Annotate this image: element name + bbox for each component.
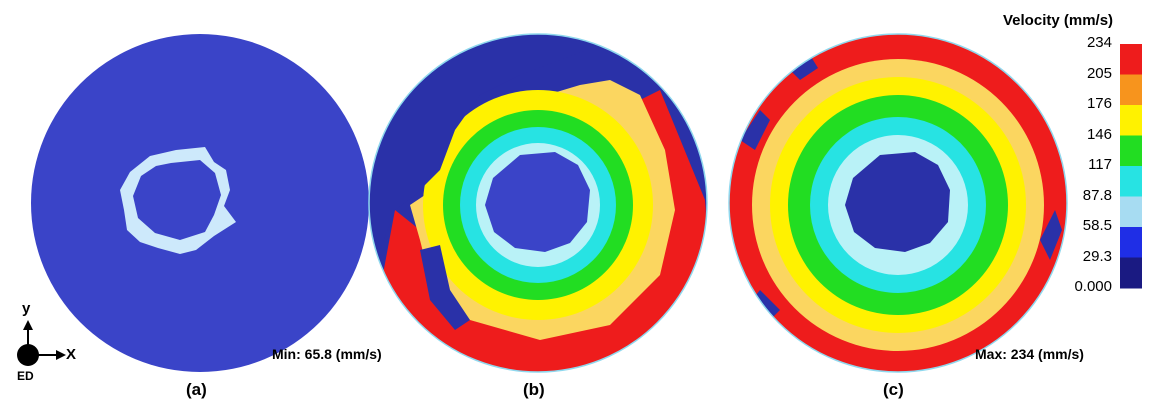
legend-swatch [1120,196,1142,228]
panel-b-left-low-region [369,34,600,250]
panel-a-label: (a) [186,380,207,399]
legend-colorbar [1120,44,1142,289]
panel-a-min-stat: Min: 65.8 (mm/s) [272,346,382,362]
legend-tick-label: 29.3 [1082,247,1112,265]
legend-tick-label: 234 [1086,34,1112,51]
panel-b-outline [368,33,708,373]
panel-c-outline [728,33,1068,373]
coordinate-triad [17,320,66,366]
legend-swatch [1120,227,1142,258]
legend-tick-label: 0.000 [1074,278,1112,295]
legend-title: Velocity (mm/s) [1003,12,1114,29]
legend-tick-label: 176 [1086,95,1112,112]
legend-tick-label: 205 [1086,64,1112,82]
legend-swatch [1120,44,1142,75]
origin-dot [17,344,39,366]
panel-b-disc [369,34,707,372]
legend-tick-label: 87.8 [1082,186,1112,204]
origin-label: ED [17,369,34,383]
panel-b-left-streak [420,245,470,330]
panel-b-label: (b) [523,380,545,399]
legend-tick-label: 58.5 [1082,217,1112,234]
panel-c-max-stat: Max: 234 (mm/s) [975,346,1084,362]
x-axis-label: X [66,346,77,363]
legend-tick-label: 146 [1086,125,1112,143]
legend-swatch [1120,74,1142,106]
legend-tick-label: 117 [1088,156,1112,173]
legend-swatch [1120,257,1142,289]
panel-b-core [485,152,590,252]
panel-a-disc [31,34,369,372]
y-axis-label: y [22,300,31,317]
panel-c-label: (c) [883,380,904,399]
y-arrow-icon [23,320,33,330]
panel-c-core [845,152,950,252]
x-arrow-icon [56,350,66,360]
legend-swatch [1120,135,1142,167]
legend-swatch [1120,166,1142,197]
legend-swatch [1120,105,1142,136]
panel-c-disc [729,34,1067,372]
